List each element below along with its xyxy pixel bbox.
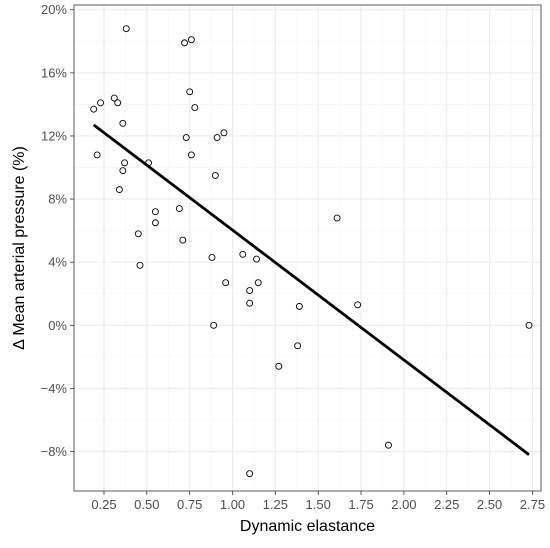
minor-grid (74, 5, 541, 491)
regression-line (92, 123, 530, 456)
x-axis-title: Dynamic elastance (240, 518, 375, 535)
data-point (254, 279, 262, 287)
data-point (222, 279, 230, 287)
data-point (181, 39, 188, 47)
y-tick-label: 20% (41, 2, 67, 17)
data-point (97, 99, 105, 107)
data-point (213, 134, 221, 141)
data-point (385, 441, 392, 449)
y-tick-label: −4% (41, 381, 68, 396)
x-tick-label: 2.00 (391, 497, 416, 512)
data-point (151, 208, 159, 216)
y-axis-title: Δ Mean arterial pressure (%) (11, 146, 28, 350)
data-point (114, 99, 122, 107)
data-point (333, 214, 341, 222)
x-tick-label: 1.00 (220, 497, 245, 512)
data-point (246, 299, 254, 307)
data-point (191, 104, 199, 112)
x-tick-label: 0.50 (134, 497, 159, 512)
data-point (121, 159, 129, 167)
x-tick-label: 1.75 (348, 497, 373, 512)
y-tick-label: 0% (48, 318, 67, 333)
data-point (211, 171, 219, 179)
y-axis-ticks: −8% −4% 0% 4% 8% 12% 16% 20% (41, 2, 74, 459)
major-grid (74, 5, 541, 491)
data-point (208, 254, 216, 261)
y-tick-label: 16% (41, 65, 67, 80)
y-tick-label: 4% (48, 255, 67, 270)
x-tick-label: 2.75 (520, 497, 545, 512)
data-point (119, 167, 127, 175)
data-point (354, 301, 362, 309)
data-point (136, 261, 144, 269)
data-points (90, 25, 533, 478)
x-tick-label: 0.75 (177, 497, 202, 512)
data-point (275, 362, 283, 370)
x-tick-label: 1.25 (263, 497, 288, 512)
y-tick-label: 8% (48, 192, 67, 207)
data-point (246, 287, 254, 295)
data-point (115, 186, 123, 194)
x-tick-label: 0.25 (91, 497, 116, 512)
data-point (90, 105, 98, 113)
data-point (134, 230, 142, 238)
data-point (525, 321, 533, 329)
data-point (122, 25, 130, 33)
data-point (145, 159, 152, 167)
data-point (220, 129, 228, 137)
x-tick-label: 2.50 (477, 497, 502, 512)
data-point (294, 342, 302, 350)
trend-line-group (92, 123, 530, 456)
x-axis-ticks: 0.25 0.50 0.75 1.00 1.25 1.50 1.75 2.00 2.25 2.50… (91, 491, 545, 512)
data-point (210, 321, 218, 329)
panel-border (73, 4, 542, 492)
data-point (295, 302, 303, 310)
data-point (93, 151, 101, 159)
data-point (239, 250, 247, 258)
x-tick-label: 2.25 (434, 497, 459, 512)
data-point (187, 36, 195, 44)
data-point (187, 151, 195, 159)
data-point (151, 219, 159, 227)
data-point (110, 94, 118, 102)
y-tick-label: 12% (41, 128, 67, 143)
data-point (246, 470, 254, 478)
data-point (253, 255, 260, 263)
data-point (186, 88, 194, 96)
data-point (175, 205, 183, 213)
x-tick-label: 1.50 (306, 497, 331, 512)
y-tick-label: −8% (41, 444, 68, 459)
data-point (182, 134, 190, 141)
data-point (179, 236, 187, 244)
data-point (119, 119, 127, 127)
